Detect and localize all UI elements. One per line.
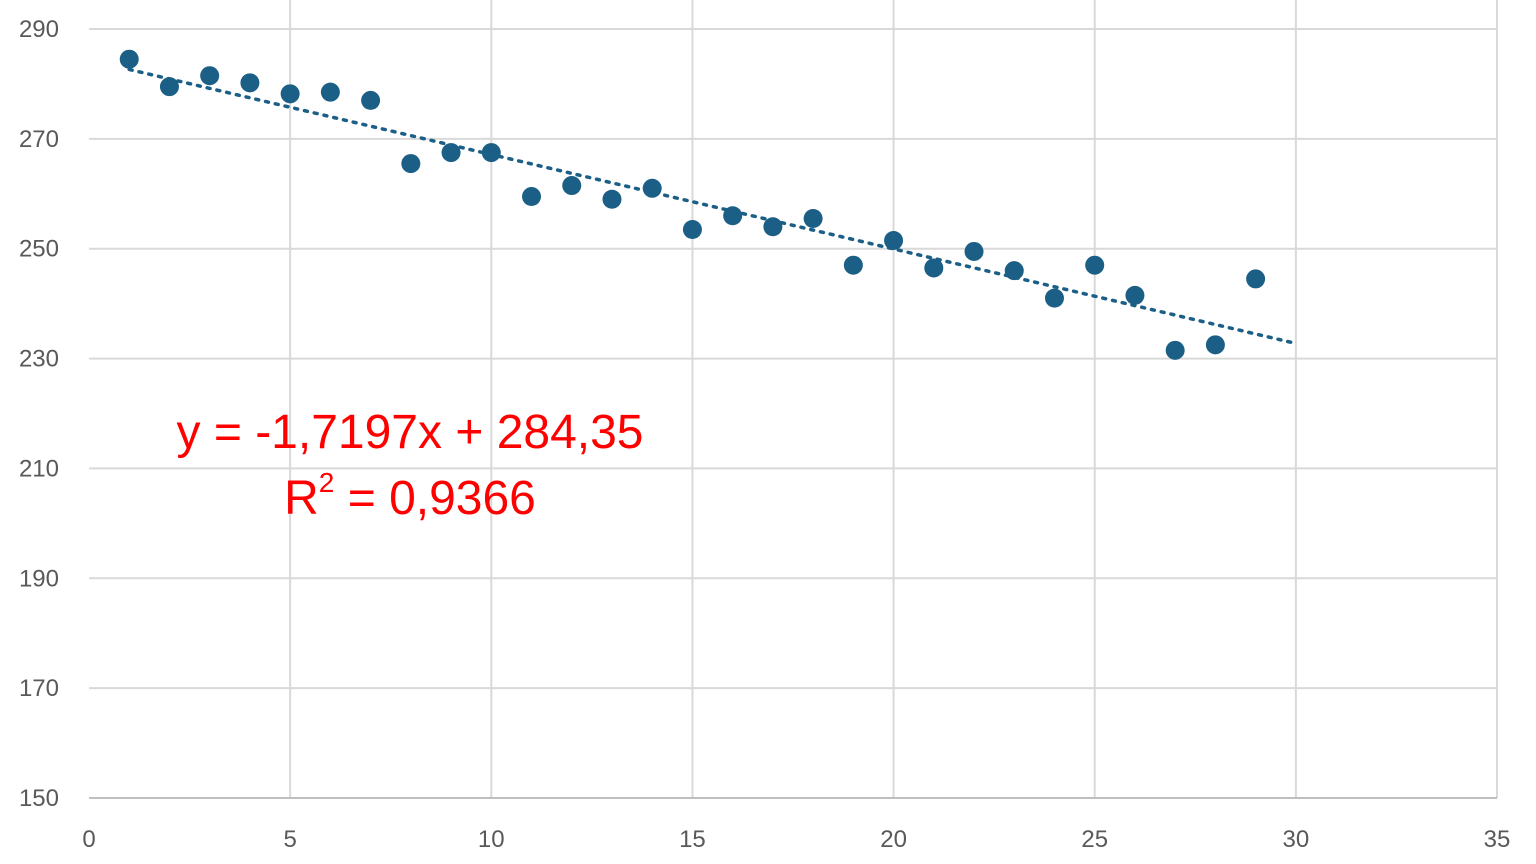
data-point-22	[964, 241, 984, 261]
y-tick-label-210: 210	[19, 455, 59, 482]
horizontal-gridlines	[89, 28, 1497, 690]
x-tick-labels: 0 5 10 15 20 25 30 35	[82, 826, 1510, 853]
data-point-29	[1246, 269, 1266, 289]
x-tick-label-25: 25	[1081, 826, 1108, 853]
data-point-8	[401, 154, 421, 174]
data-point-20	[884, 230, 904, 250]
y-tick-label-230: 230	[19, 346, 59, 373]
x-tick-label-35: 35	[1484, 826, 1511, 853]
linear-trendline	[127, 67, 1298, 346]
data-points	[119, 49, 1266, 360]
y-tick-label-270: 270	[19, 126, 59, 153]
data-point-17	[763, 217, 783, 237]
data-point-5	[280, 84, 300, 104]
data-point-12	[562, 176, 582, 196]
data-point-14	[642, 178, 662, 198]
x-tick-label-5: 5	[283, 826, 296, 853]
data-point-24	[1044, 288, 1064, 308]
data-point-15	[682, 219, 702, 239]
data-point-10	[481, 143, 501, 163]
data-point-27	[1165, 340, 1185, 360]
y-tick-label-190: 190	[19, 565, 59, 592]
data-point-3	[200, 66, 220, 86]
data-point-9	[441, 143, 461, 163]
data-point-19	[843, 255, 863, 275]
data-point-4	[240, 73, 260, 93]
r-squared-superscript: 2	[319, 467, 335, 498]
x-tick-label-0: 0	[82, 826, 95, 853]
data-point-23	[1004, 261, 1024, 281]
data-point-13	[602, 189, 622, 209]
data-point-26	[1125, 285, 1145, 305]
data-point-18	[803, 209, 823, 229]
data-point-2	[159, 77, 179, 97]
y-tick-label-150: 150	[19, 785, 59, 812]
x-tick-label-15: 15	[679, 826, 706, 853]
y-tick-label-170: 170	[19, 675, 59, 702]
data-point-16	[723, 206, 743, 226]
data-point-1	[119, 49, 139, 69]
y-tick-label-290: 290	[19, 16, 59, 43]
data-point-28	[1205, 335, 1225, 355]
y-tick-label-250: 250	[19, 236, 59, 263]
x-tick-label-20: 20	[880, 826, 907, 853]
data-point-21	[924, 258, 944, 278]
data-point-11	[522, 187, 542, 207]
x-tick-label-10: 10	[478, 826, 505, 853]
data-point-6	[320, 82, 340, 102]
trendline-equation: y = -1,7197x + 284,35	[176, 406, 643, 459]
vertical-gridlines	[289, 0, 1498, 798]
r-squared-symbol: R	[284, 472, 319, 525]
data-point-7	[361, 90, 381, 110]
y-tick-labels: 150 170 190 210 230 250 270 290	[19, 16, 59, 812]
data-point-25	[1085, 255, 1105, 275]
r-squared-value: = 0,9366	[334, 472, 536, 525]
x-tick-label-30: 30	[1283, 826, 1310, 853]
r-squared-label: R2 = 0,9366	[284, 467, 536, 525]
